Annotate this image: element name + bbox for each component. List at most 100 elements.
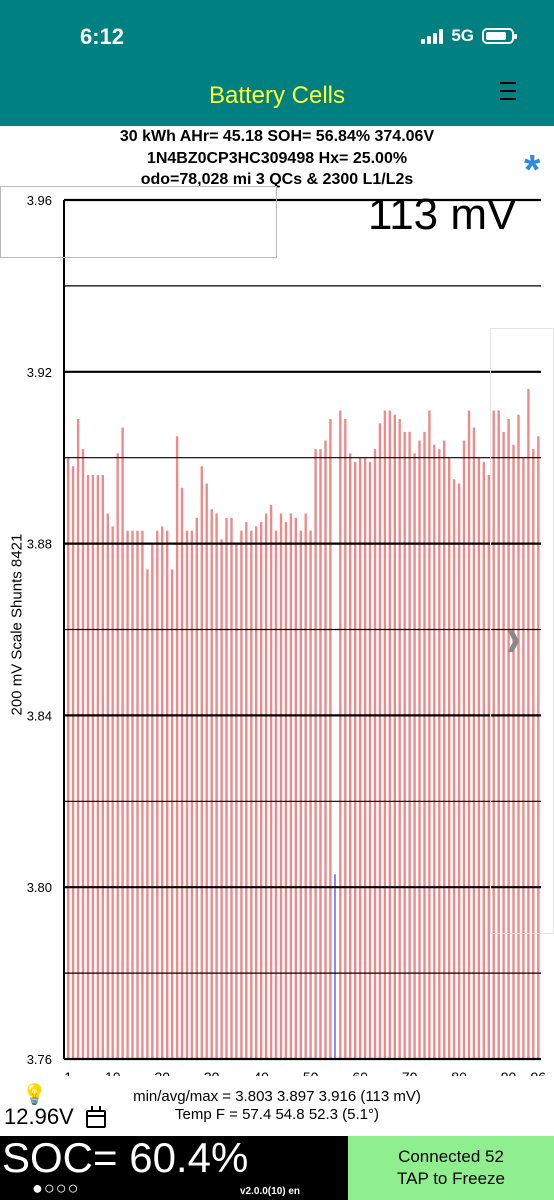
calendar-icon[interactable]: [86, 1106, 106, 1128]
status-bar: 6:12 5G: [0, 0, 554, 68]
bar-cell-34: [230, 517, 233, 1059]
bar-cell-57: [344, 419, 347, 1059]
bar-cell-84: [477, 457, 481, 1059]
bar-cell-65: [383, 410, 387, 1059]
x-tick-label: 70: [402, 1069, 418, 1076]
bar-cell-8: [101, 474, 104, 1059]
bar-cell-11: [116, 453, 119, 1059]
bar-cell-48: [299, 530, 302, 1059]
bar-cell-27: [195, 517, 198, 1059]
bar-cell-28: [200, 466, 203, 1059]
bar-cell-31: [215, 513, 218, 1059]
soc-value: SOC= 60.4%: [2, 1134, 249, 1181]
bar-cell-42: [269, 504, 273, 1059]
bar-cell-91: [512, 444, 515, 1059]
bar-cell-10: [111, 526, 114, 1059]
bar-cell-60: [358, 457, 362, 1059]
bar-cell-90: [507, 419, 510, 1059]
bar-cell-45: [284, 522, 288, 1059]
bar-cell-26: [190, 530, 194, 1059]
bar-cell-80: [457, 483, 461, 1059]
signal-icon: [421, 28, 444, 44]
bar-cell-50: [309, 530, 312, 1059]
bar-cell-72: [418, 440, 421, 1059]
y-tick-label: 3.96: [27, 193, 52, 208]
bar-cell-76: [438, 449, 441, 1060]
cell-voltage-chart[interactable]: 3.96 3.92 3.88 3.84 3.80 3.76 1 10 20 30 40 50 60 70 8…: [0, 186, 554, 1076]
odometer-line: odo=78,028 mi 3 QCs & 2300 L1/L2s: [140, 171, 414, 188]
bar-cell-13: [126, 530, 129, 1059]
x-tick-label: 1: [64, 1069, 72, 1076]
temperature-line: Temp F = 57.4 54.8 52.3 (5.1°): [174, 1106, 380, 1123]
bar-cell-23: [175, 436, 179, 1059]
bar-cell-37: [245, 522, 248, 1059]
bar-cell-4: [81, 449, 85, 1060]
bar-cell-52: [319, 449, 322, 1060]
bar-cell-33: [225, 517, 228, 1059]
lightbulb-icon[interactable]: 💡: [22, 1084, 47, 1106]
x-tick-label: 10: [105, 1069, 121, 1076]
bar-cell-66: [388, 410, 391, 1059]
bar-cell-12: [121, 427, 124, 1060]
bar-cell-5: [86, 474, 90, 1059]
bar-cell-9: [106, 513, 109, 1059]
bar-cell-6: [91, 474, 95, 1059]
bar-cell-96: [537, 436, 540, 1059]
bar-cell-47: [294, 517, 297, 1059]
x-tick-label: 90: [501, 1069, 517, 1076]
spread-value: 113 mV: [368, 190, 517, 239]
bar-cell-88: [497, 410, 500, 1059]
bar-cell-46: [289, 513, 293, 1059]
bar-cell-95: [532, 449, 535, 1060]
bar-cell-93: [522, 457, 525, 1059]
bar-cell-15: [136, 530, 139, 1059]
y-tick-label: 3.88: [27, 537, 52, 552]
asterisk-button[interactable]: *: [524, 146, 541, 193]
bar-cell-68: [398, 419, 401, 1059]
bar-cell-77: [443, 440, 446, 1059]
menu-icon[interactable]: [500, 82, 520, 106]
connect-freeze-button[interactable]: Connected 52 TAP to Freeze: [348, 1136, 554, 1200]
bar-cell-51: [314, 449, 317, 1060]
bar-cell-38: [250, 530, 253, 1059]
network-label: 5G: [451, 26, 474, 45]
bar-cell-73: [423, 431, 426, 1059]
bar-cell-40: [260, 522, 263, 1059]
bar-cell-63: [373, 449, 377, 1060]
y-tick-label: 3.84: [27, 708, 52, 723]
bar-cell-30: [210, 509, 213, 1059]
bar-cell-2: [71, 466, 75, 1059]
bar-cell-21: [166, 530, 169, 1059]
bar-cell-53: [324, 440, 327, 1059]
chevron-right-icon[interactable]: ›: [505, 605, 521, 668]
page-dots[interactable]: ●○○○: [32, 1178, 80, 1198]
bar-cell-29: [205, 483, 208, 1059]
bar-cell-55: [334, 874, 336, 1059]
bar-cell-14: [131, 530, 134, 1059]
bar-cell-82: [467, 410, 471, 1059]
version-label: v2.0.0(10) en: [240, 1186, 301, 1197]
x-tick-label: 20: [154, 1069, 170, 1076]
bar-cell-43: [274, 530, 278, 1059]
bar-cell-61: [363, 457, 367, 1059]
x-tick-label: 96: [530, 1069, 546, 1076]
bar-cell-94: [527, 389, 530, 1059]
freeze-label: TAP to Freeze: [396, 1169, 506, 1188]
bar-cell-3: [76, 419, 80, 1059]
y-tick-label: 3.76: [27, 1052, 52, 1067]
bar-cell-74: [428, 410, 431, 1059]
bar-cell-32: [220, 539, 223, 1059]
bar-cell-78: [448, 457, 451, 1059]
bar-cell-7: [96, 474, 100, 1059]
overlay-button-left[interactable]: [0, 186, 277, 258]
bar-cell-75: [433, 444, 436, 1059]
bar-cell-62: [368, 462, 372, 1059]
status-time: 6:12: [80, 24, 125, 49]
bar-cell-85: [482, 462, 485, 1059]
overlay-button-right[interactable]: [490, 328, 554, 934]
bar-cell-87: [492, 410, 495, 1059]
bar-cell-86: [487, 474, 490, 1059]
y-axis-label: 200 mV Scale Shunts 8421: [8, 533, 26, 716]
connect-status: Connected 52: [398, 1147, 504, 1166]
bar-cell-41: [264, 513, 268, 1059]
